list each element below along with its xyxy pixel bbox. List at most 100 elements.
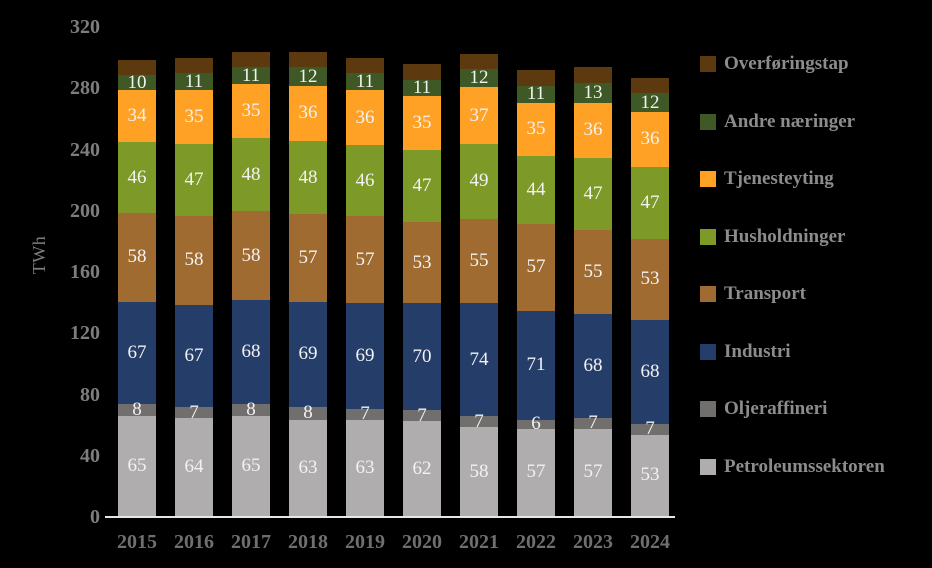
segment-oljeraffineri-2019: 7 [346,403,384,424]
data-label-husholdninger-2018: 48 [298,166,318,188]
data-label-oljeraffineri-2015: 8 [132,399,142,421]
segment-industri-2016: 67 [175,304,213,408]
plot-area: 65 8 67 58 46 34 10 64 7 67 58 47 35 11 65 8 68 58 48 35 11 6… [105,27,675,518]
legend-swatch-tjenesteyting [700,171,716,187]
x-label-2016: 2016 [174,531,214,553]
data-label-petroleumssektoren-2021: 58 [469,460,489,482]
data-label-andre-n-ringer-2020: 11 [412,77,432,99]
data-label-transport-2018: 57 [298,246,318,268]
legend-label-andre-n-ringer: Andre næringer [724,110,856,132]
bar-2018: 63 8 69 57 48 36 12 [289,52,327,516]
y-tick-0: 0 [90,506,100,528]
y-tick-40: 40 [80,444,100,467]
segment-transport-2023: 55 [574,229,612,314]
data-label-petroleumssektoren-2020: 62 [412,457,432,479]
y-tick-200: 200 [70,199,100,222]
segment-oljeraffineri-2018: 8 [289,402,327,423]
segment-transport-2022: 57 [517,223,555,311]
segment-transport-2019: 57 [346,215,384,304]
segment-industri-2023: 68 [574,313,612,418]
bar-2022: 57 6 71 57 44 35 11 [517,70,555,516]
legend-item-transport: Transport [700,284,806,304]
x-label-2018: 2018 [288,531,328,553]
legend-label-overf-ringstap: Overføringstap [724,53,849,74]
segment-industri-2020: 70 [403,303,441,411]
y-tick-280: 280 [70,77,100,100]
data-label-oljeraffineri-2018: 8 [303,402,313,424]
segment-industri-2024: 68 [631,320,669,425]
segment-overf-ringstap-2017 [232,52,270,68]
legend-item-overf-ringstap: Overføringstap [700,54,849,74]
segment-transport-2016: 58 [175,215,213,305]
data-label-andre-n-ringer-2017: 11 [241,64,261,86]
data-label-petroleumssektoren-2022: 57 [526,461,546,483]
segment-tjenesteyting-2016: 35 [175,90,213,144]
data-label-transport-2021: 55 [469,250,489,272]
bar-2020: 62 7 70 53 47 35 11 [403,64,441,516]
segment-husholdninger-2018: 48 [289,140,327,215]
segment-oljeraffineri-2023: 7 [574,412,612,433]
data-label-industri-2024: 68 [640,361,660,383]
segment-oljeraffineri-2020: 7 [403,405,441,426]
segment-oljeraffineri-2017: 8 [232,399,270,420]
data-label-tjenesteyting-2021: 37 [469,104,489,126]
segment-industri-2017: 68 [232,300,270,405]
data-label-husholdninger-2021: 49 [469,170,489,192]
segment-petroleumssektoren-2016: 64 [175,418,213,516]
data-label-petroleumssektoren-2017: 65 [241,455,261,477]
y-tick-160: 160 [70,261,100,283]
data-label-oljeraffineri-2022: 6 [531,413,541,435]
data-label-oljeraffineri-2020: 7 [417,404,427,426]
bar-2016: 64 7 67 58 47 35 11 [175,58,213,516]
legend-label-oljeraffineri: Oljeraffineri [724,398,828,419]
legend-item-husholdninger: Husholdninger [700,225,846,247]
data-label-petroleumssektoren-2019: 63 [355,456,375,478]
data-label-tjenesteyting-2016: 35 [184,106,204,128]
segment-industri-2018: 69 [289,301,327,408]
legend-item-tjenesteyting: Tjenesteyting [700,169,834,189]
segment-tjenesteyting-2024: 36 [631,111,669,167]
legend-label-industri: Industri [724,340,791,362]
data-label-andre-n-ringer-2016: 11 [184,70,204,92]
data-label-industri-2015: 67 [127,341,147,363]
x-label-2021: 2021 [459,531,499,553]
legend-swatch-industri [700,343,716,360]
data-label-tjenesteyting-2015: 34 [127,105,147,127]
segment-oljeraffineri-2021: 7 [460,411,498,432]
data-label-oljeraffineri-2024: 7 [645,418,655,440]
segment-husholdninger-2016: 47 [175,143,213,216]
data-label-husholdninger-2024: 47 [640,191,660,213]
x-label-2023: 2023 [573,531,613,553]
segment-transport-2024: 53 [631,238,669,320]
bar-2024: 53 7 68 53 47 36 12 [631,78,669,516]
data-label-industri-2021: 74 [469,348,489,370]
segment-petroleumssektoren-2017: 65 [232,416,270,516]
bar-2015: 65 8 67 58 46 34 10 [118,59,156,516]
data-label-oljeraffineri-2021: 7 [474,410,484,432]
legend-label-husholdninger: Husholdninger [724,225,846,247]
data-label-andre-n-ringer-2021: 12 [469,67,489,89]
y-tick-320: 320 [70,16,100,38]
data-label-andre-n-ringer-2015: 10 [127,71,147,93]
x-axis-line [105,516,675,518]
segment-petroleumssektoren-2022: 57 [517,428,555,516]
segment-industri-2015: 67 [118,301,156,405]
segment-andre-n-ringer-2019: 11 [346,71,384,92]
data-label-husholdninger-2019: 46 [355,169,375,191]
x-label-2020: 2020 [402,531,442,553]
segment-tjenesteyting-2018: 36 [289,85,327,141]
bar-2021: 58 7 74 55 49 37 12 [460,53,498,516]
segment-tjenesteyting-2022: 35 [517,102,555,157]
data-label-industri-2020: 70 [412,345,432,367]
data-label-industri-2016: 67 [184,344,204,366]
y-tick-120: 120 [70,322,100,345]
segment-overf-ringstap-2016 [175,58,213,74]
segment-husholdninger-2015: 46 [118,142,156,213]
legend-swatch-husholdninger [700,228,716,245]
segment-andre-n-ringer-2017: 11 [232,64,270,86]
segment-overf-ringstap-2020 [403,64,441,80]
x-label-2024: 2024 [630,531,670,553]
data-label-transport-2023: 55 [583,260,603,282]
data-label-transport-2016: 58 [184,249,204,271]
data-label-petroleumssektoren-2023: 57 [583,461,603,483]
